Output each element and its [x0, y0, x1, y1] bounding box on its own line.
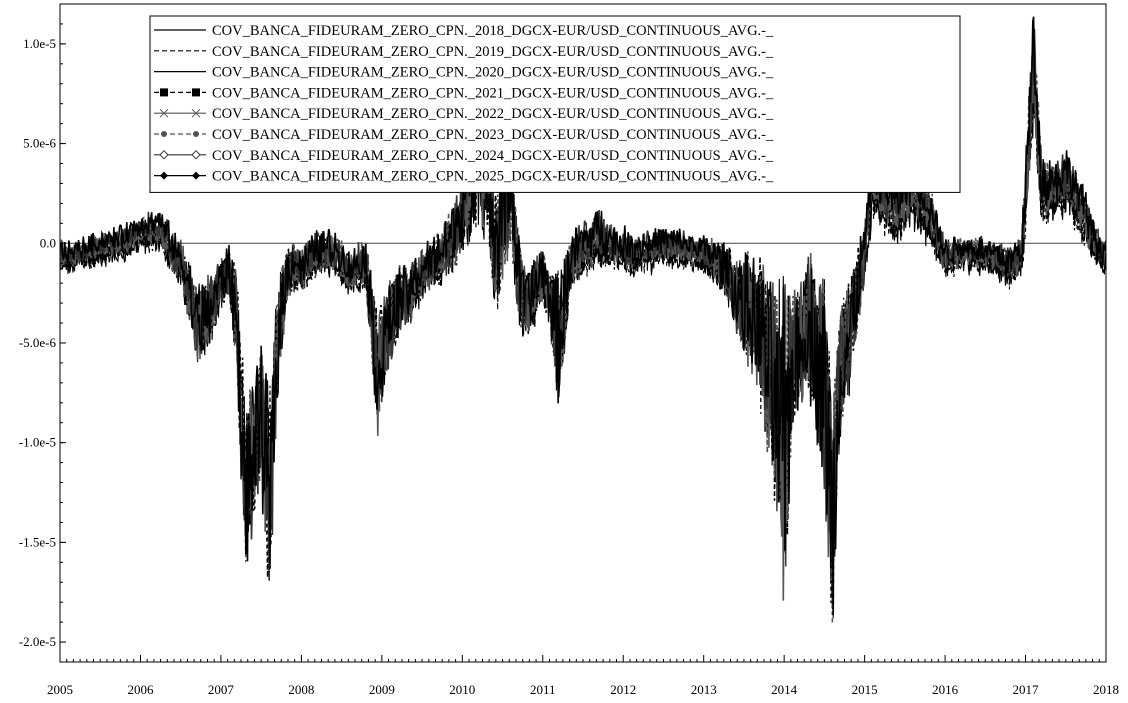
y-tick-label: -1.0e-5 [19, 435, 56, 450]
plot-area [60, 16, 1106, 623]
legend-marker [161, 131, 167, 137]
legend-marker [159, 150, 169, 160]
legend-label-0: COV_BANCA_FIDEURAM_ZERO_CPN._2018_DGCX-E… [212, 23, 774, 39]
x-tick-label: 2006 [127, 682, 154, 697]
legend-marker [160, 171, 168, 180]
legend-marker [160, 88, 168, 97]
x-tick-label: 2011 [530, 682, 556, 697]
legend-marker [193, 131, 199, 137]
legend-marker [159, 108, 169, 118]
legend-marker [191, 108, 201, 118]
y-tick-label: -1.5e-5 [19, 534, 56, 549]
legend-label-2: COV_BANCA_FIDEURAM_ZERO_CPN._2020_DGCX-E… [212, 65, 774, 81]
x-tick-label: 2015 [852, 682, 878, 697]
x-tick-label: 2010 [449, 682, 475, 697]
legend-label-3: COV_BANCA_FIDEURAM_ZERO_CPN._2021_DGCX-E… [212, 85, 774, 101]
legend-box [149, 15, 961, 193]
x-tick-label: 2016 [932, 682, 959, 697]
legend-label-1: COV_BANCA_FIDEURAM_ZERO_CPN._2019_DGCX-E… [212, 44, 774, 60]
x-tick-label: 2012 [610, 682, 636, 697]
x-tick-label: 2013 [691, 682, 717, 697]
y-tick-label: 5.0e-6 [23, 136, 56, 151]
axes: 1.0e-5 5.0e-6 0.0 -5.0e-6 -1.0e-5 -1.5e-5 -2.0… [19, 3, 1119, 697]
legend-label-5: COV_BANCA_FIDEURAM_ZERO_CPN._2023_DGCX-E… [212, 127, 774, 143]
legend: COV_BANCA_FIDEURAM_ZERO_CPN._2018_DGCX-E… [149, 15, 961, 193]
x-tick-label: 2009 [369, 682, 395, 697]
y-tick-label: 1.0e-5 [23, 36, 56, 51]
x-tick-label: 2005 [47, 682, 73, 697]
y-tick-label: 0.0 [40, 235, 56, 250]
legend-marker [192, 171, 200, 180]
x-tick-label: 2018 [1093, 682, 1119, 697]
y-tick-label: -5.0e-6 [19, 335, 57, 350]
y-tick-label: -2.0e-5 [19, 634, 56, 649]
x-tick-label: 2008 [288, 682, 314, 697]
x-tick-label: 2014 [771, 682, 798, 697]
x-tick-label: 2017 [1013, 682, 1040, 697]
legend-marker [191, 150, 201, 160]
legend-marker [192, 88, 200, 97]
series-line-7 [60, 16, 1106, 616]
legend-label-6: COV_BANCA_FIDEURAM_ZERO_CPN._2024_DGCX-E… [212, 148, 774, 164]
legend-label-4: COV_BANCA_FIDEURAM_ZERO_CPN._2022_DGCX-E… [212, 106, 774, 122]
x-tick-label: 2007 [208, 682, 235, 697]
legend-label-7: COV_BANCA_FIDEURAM_ZERO_CPN._2025_DGCX-E… [212, 169, 774, 185]
